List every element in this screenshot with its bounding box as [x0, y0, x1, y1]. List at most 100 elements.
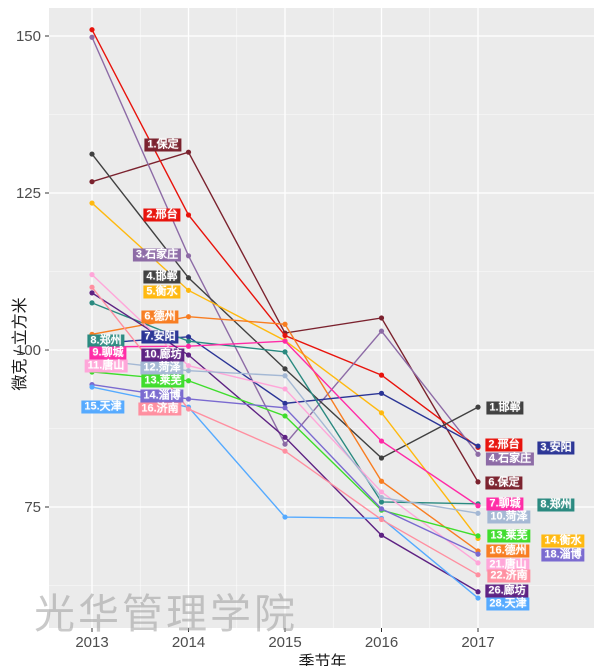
panel-background — [49, 8, 594, 628]
series-point-莱芜-2014 — [185, 378, 192, 384]
series-point-济南-2016 — [378, 516, 385, 523]
x-tick-label: 2016 — [365, 634, 398, 651]
y-axis-title: 微克 / 立方米 — [12, 297, 29, 391]
series-point-淄博-2014 — [185, 396, 192, 402]
series-point-莱芜-2017 — [475, 533, 481, 539]
rank-label_2014-衡水: 5.衡水 — [143, 285, 181, 299]
rank-label_2017-莱芜: 13.莱芜 — [487, 529, 531, 543]
series-point-邯郸-2015 — [282, 366, 288, 372]
rank-label_2017-衡水: 14.衡水 — [541, 534, 585, 548]
series-point-廊坊-2014 — [185, 352, 192, 358]
series-point-德州-2014 — [185, 314, 192, 320]
rank-label_2014-石家庄: 3.石家庄 — [132, 248, 182, 262]
series-point-保定-2013 — [89, 179, 95, 185]
rank-label_2017-石家庄: 4.石家庄 — [485, 452, 535, 466]
series-point-安阳-2014 — [185, 334, 192, 340]
series-point-邢台-2015 — [282, 332, 288, 339]
series-point-菏泽-2016 — [378, 494, 385, 501]
x-tick-label: 2013 — [75, 634, 108, 651]
rank-label_2017-德州: 16.德州 — [486, 544, 530, 558]
x-tick-label: 2017 — [461, 634, 494, 651]
series-point-唐山-2016 — [378, 489, 385, 495]
series-point-石家庄-2015 — [282, 441, 288, 447]
series-point-聊城-2015 — [282, 338, 288, 344]
series-point-廊坊-2013 — [89, 290, 95, 296]
rank-label_2014-天津: 15.天津 — [81, 400, 125, 414]
series-point-衡水-2014 — [185, 287, 192, 293]
rank-label_2014-济南: 16.济南 — [138, 402, 182, 416]
series-point-廊坊-2016 — [378, 532, 385, 538]
series-point-邢台-2016 — [378, 372, 385, 378]
series-point-淄博-2016 — [378, 506, 385, 512]
series-point-廊坊-2017 — [475, 589, 481, 595]
series-point-济南-2013 — [89, 284, 95, 290]
x-axis-title: 季节年 — [298, 654, 347, 666]
rank-label_2014-安阳: 7.安阳 — [141, 330, 179, 344]
series-point-聊城-2014 — [185, 343, 192, 349]
y-tick-label: 75 — [24, 499, 41, 516]
y-tick-label: 100 — [16, 342, 41, 359]
x-tick-label: 2015 — [268, 634, 301, 651]
y-tick-label: 125 — [16, 185, 41, 202]
series-point-邯郸-2013 — [89, 151, 95, 157]
series-point-德州-2015 — [282, 321, 288, 327]
rank-label_2014-郑州: 8.郑州 — [87, 334, 125, 348]
series-point-唐山-2015 — [282, 386, 288, 392]
rank-label_2017-唐山: 21.唐山 — [486, 558, 530, 572]
series-point-菏泽-2015 — [282, 373, 288, 379]
series-point-济南-2014 — [185, 406, 192, 412]
series-point-唐山-2013 — [89, 272, 95, 278]
series-point-天津-2013 — [89, 384, 95, 390]
rank-label_2017-安阳: 3.安阳 — [537, 441, 575, 455]
rank-label_2014-淄博: 14.淄博 — [140, 389, 184, 403]
series-point-唐山-2017 — [475, 560, 481, 566]
rank-label_2017-邢台: 2.邢台 — [485, 438, 523, 452]
rank-label_2017-廊坊: 26.廊坊 — [485, 584, 529, 598]
series-point-衡水-2016 — [378, 410, 385, 416]
series-point-郑州-2016 — [378, 499, 385, 505]
series-point-郑州-2014 — [185, 338, 192, 344]
rank-label_2014-菏泽: 12.菏泽 — [140, 361, 184, 375]
series-point-邯郸-2017 — [475, 404, 481, 410]
series-point-唐山-2014 — [185, 363, 192, 369]
series-point-聊城-2016 — [378, 438, 385, 444]
rank-label_2017-聊城: 7.聊城 — [486, 497, 524, 511]
series-point-邯郸-2016 — [378, 455, 385, 461]
rank-label_2014-聊城: 9.聊城 — [89, 346, 127, 360]
series-point-廊坊-2015 — [282, 434, 288, 440]
series-point-保定-2016 — [378, 315, 385, 321]
series-point-天津-2017 — [475, 595, 481, 601]
series-point-邢台-2014 — [185, 212, 192, 218]
rank-label_2017-济南: 22.济南 — [487, 569, 531, 583]
series-point-莱芜-2015 — [282, 413, 288, 419]
rank-label_2017-保定: 6.保定 — [485, 476, 523, 490]
series-point-石家庄-2013 — [89, 34, 95, 40]
series-point-德州-2016 — [378, 478, 385, 484]
series-point-天津-2015 — [282, 514, 288, 520]
series-point-安阳-2016 — [378, 390, 385, 396]
series-point-聊城-2017 — [475, 503, 481, 509]
rank-label_2014-廊坊: 10.廊坊 — [141, 348, 185, 362]
rank-label_2014-保定: 1.保定 — [144, 138, 182, 152]
rank-label_2017-菏泽: 10.菏泽 — [487, 510, 531, 524]
rank-label_2014-唐山: 11.唐山 — [84, 359, 128, 373]
series-point-淄博-2015 — [282, 405, 288, 411]
series-point-衡水-2013 — [89, 200, 95, 206]
rank-label_2014-德州: 6.德州 — [141, 310, 179, 324]
y-tick-label: 150 — [16, 28, 41, 45]
series-point-石家庄-2014 — [185, 253, 192, 259]
series-point-郑州-2013 — [89, 300, 95, 306]
series-point-郑州-2015 — [282, 349, 288, 355]
rank-label_2014-莱芜: 13.莱芜 — [141, 374, 185, 388]
watermark-text: 光华管理学院 — [34, 591, 298, 637]
series-point-石家庄-2017 — [475, 451, 481, 457]
series-point-安阳-2017 — [475, 443, 481, 449]
series-point-安阳-2015 — [282, 400, 288, 406]
series-point-邢台-2013 — [89, 27, 95, 33]
rank-label_2017-淄博: 18.淄博 — [541, 548, 585, 562]
rank-label_2017-天津: 28.天津 — [486, 597, 530, 611]
rank-label_2014-邢台: 2.邢台 — [143, 208, 181, 222]
series-point-邯郸-2014 — [185, 275, 192, 281]
series-point-石家庄-2016 — [378, 328, 385, 334]
